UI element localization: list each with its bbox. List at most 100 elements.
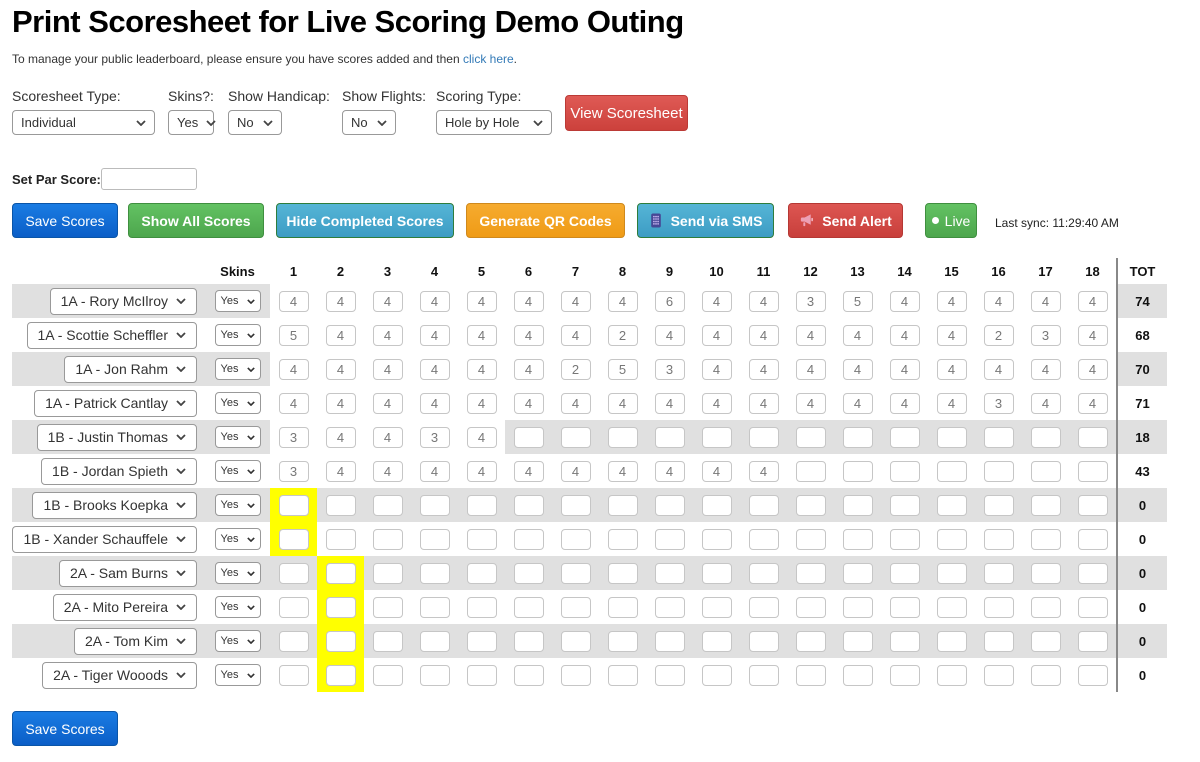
score-input[interactable] <box>372 460 403 482</box>
score-input[interactable] <box>654 358 685 380</box>
score-input[interactable] <box>560 290 591 312</box>
skins-select[interactable]: Yes <box>214 494 261 516</box>
score-input[interactable] <box>513 596 544 618</box>
score-input[interactable] <box>607 324 638 346</box>
score-input[interactable] <box>842 562 873 584</box>
score-input[interactable] <box>1030 460 1061 482</box>
player-select[interactable]: 2A - Tom Kim <box>74 627 197 655</box>
score-input[interactable] <box>466 324 497 346</box>
score-input[interactable] <box>419 494 450 516</box>
score-input[interactable] <box>325 528 356 550</box>
score-input[interactable] <box>842 290 873 312</box>
skins-select[interactable]: Yes <box>214 460 261 482</box>
score-input[interactable] <box>466 460 497 482</box>
score-input[interactable] <box>372 426 403 448</box>
score-input[interactable] <box>748 494 779 516</box>
score-input[interactable] <box>466 426 497 448</box>
score-input[interactable] <box>983 358 1014 380</box>
score-input[interactable] <box>278 562 309 584</box>
score-input[interactable] <box>1077 596 1108 618</box>
score-input[interactable] <box>372 494 403 516</box>
skins-select[interactable]: Yes <box>214 664 261 686</box>
score-input[interactable] <box>701 494 732 516</box>
score-input[interactable] <box>936 528 967 550</box>
score-input[interactable] <box>936 664 967 686</box>
score-input[interactable] <box>325 290 356 312</box>
score-input[interactable] <box>795 596 826 618</box>
score-input[interactable] <box>983 324 1014 346</box>
score-input[interactable] <box>936 358 967 380</box>
score-input[interactable] <box>983 664 1014 686</box>
score-input[interactable] <box>748 562 779 584</box>
score-input[interactable] <box>466 664 497 686</box>
score-input[interactable] <box>607 426 638 448</box>
score-input[interactable] <box>748 358 779 380</box>
score-input[interactable] <box>701 426 732 448</box>
score-input[interactable] <box>1030 426 1061 448</box>
live-button[interactable]: Live <box>925 203 977 238</box>
score-input[interactable] <box>325 494 356 516</box>
score-input[interactable] <box>325 630 356 652</box>
score-input[interactable] <box>419 324 450 346</box>
score-input[interactable] <box>278 324 309 346</box>
score-input[interactable] <box>372 596 403 618</box>
show-handicap-select[interactable]: No <box>228 110 282 135</box>
skins-question-select[interactable]: Yes <box>168 110 216 135</box>
score-input[interactable] <box>795 664 826 686</box>
score-input[interactable] <box>842 358 873 380</box>
skins-select[interactable]: Yes <box>214 630 261 652</box>
score-input[interactable] <box>1077 630 1108 652</box>
score-input[interactable] <box>983 460 1014 482</box>
score-input[interactable] <box>889 392 920 414</box>
send-alert-button[interactable]: Send Alert <box>788 203 903 238</box>
score-input[interactable] <box>419 596 450 618</box>
score-input[interactable] <box>1077 460 1108 482</box>
score-input[interactable] <box>325 562 356 584</box>
show-flights-select[interactable]: No <box>342 110 396 135</box>
score-input[interactable] <box>1077 664 1108 686</box>
score-input[interactable] <box>560 460 591 482</box>
score-input[interactable] <box>466 494 497 516</box>
score-input[interactable] <box>607 630 638 652</box>
score-input[interactable] <box>372 664 403 686</box>
score-input[interactable] <box>983 290 1014 312</box>
score-input[interactable] <box>889 528 920 550</box>
score-input[interactable] <box>607 664 638 686</box>
score-input[interactable] <box>560 664 591 686</box>
score-input[interactable] <box>1030 290 1061 312</box>
score-input[interactable] <box>936 426 967 448</box>
skins-select[interactable]: Yes <box>214 290 261 312</box>
score-input[interactable] <box>419 358 450 380</box>
score-input[interactable] <box>372 630 403 652</box>
score-input[interactable] <box>1030 562 1061 584</box>
score-input[interactable] <box>513 358 544 380</box>
score-input[interactable] <box>513 290 544 312</box>
score-input[interactable] <box>466 562 497 584</box>
score-input[interactable] <box>748 392 779 414</box>
score-input[interactable] <box>654 290 685 312</box>
score-input[interactable] <box>795 630 826 652</box>
score-input[interactable] <box>936 562 967 584</box>
score-input[interactable] <box>607 392 638 414</box>
player-select[interactable]: 1A - Rory McIlroy <box>49 287 197 315</box>
score-input[interactable] <box>560 358 591 380</box>
score-input[interactable] <box>701 596 732 618</box>
score-input[interactable] <box>983 562 1014 584</box>
player-select[interactable]: 1B - Justin Thomas <box>36 423 197 451</box>
score-input[interactable] <box>701 392 732 414</box>
score-input[interactable] <box>936 630 967 652</box>
score-input[interactable] <box>1077 290 1108 312</box>
score-input[interactable] <box>936 392 967 414</box>
score-input[interactable] <box>560 426 591 448</box>
score-input[interactable] <box>1077 562 1108 584</box>
score-input[interactable] <box>1077 494 1108 516</box>
score-input[interactable] <box>513 426 544 448</box>
player-select[interactable]: 1A - Patrick Cantlay <box>34 389 197 417</box>
score-input[interactable] <box>889 630 920 652</box>
score-input[interactable] <box>607 596 638 618</box>
skins-select[interactable]: Yes <box>214 392 261 414</box>
score-input[interactable] <box>1030 596 1061 618</box>
score-input[interactable] <box>983 596 1014 618</box>
score-input[interactable] <box>278 392 309 414</box>
score-input[interactable] <box>513 392 544 414</box>
